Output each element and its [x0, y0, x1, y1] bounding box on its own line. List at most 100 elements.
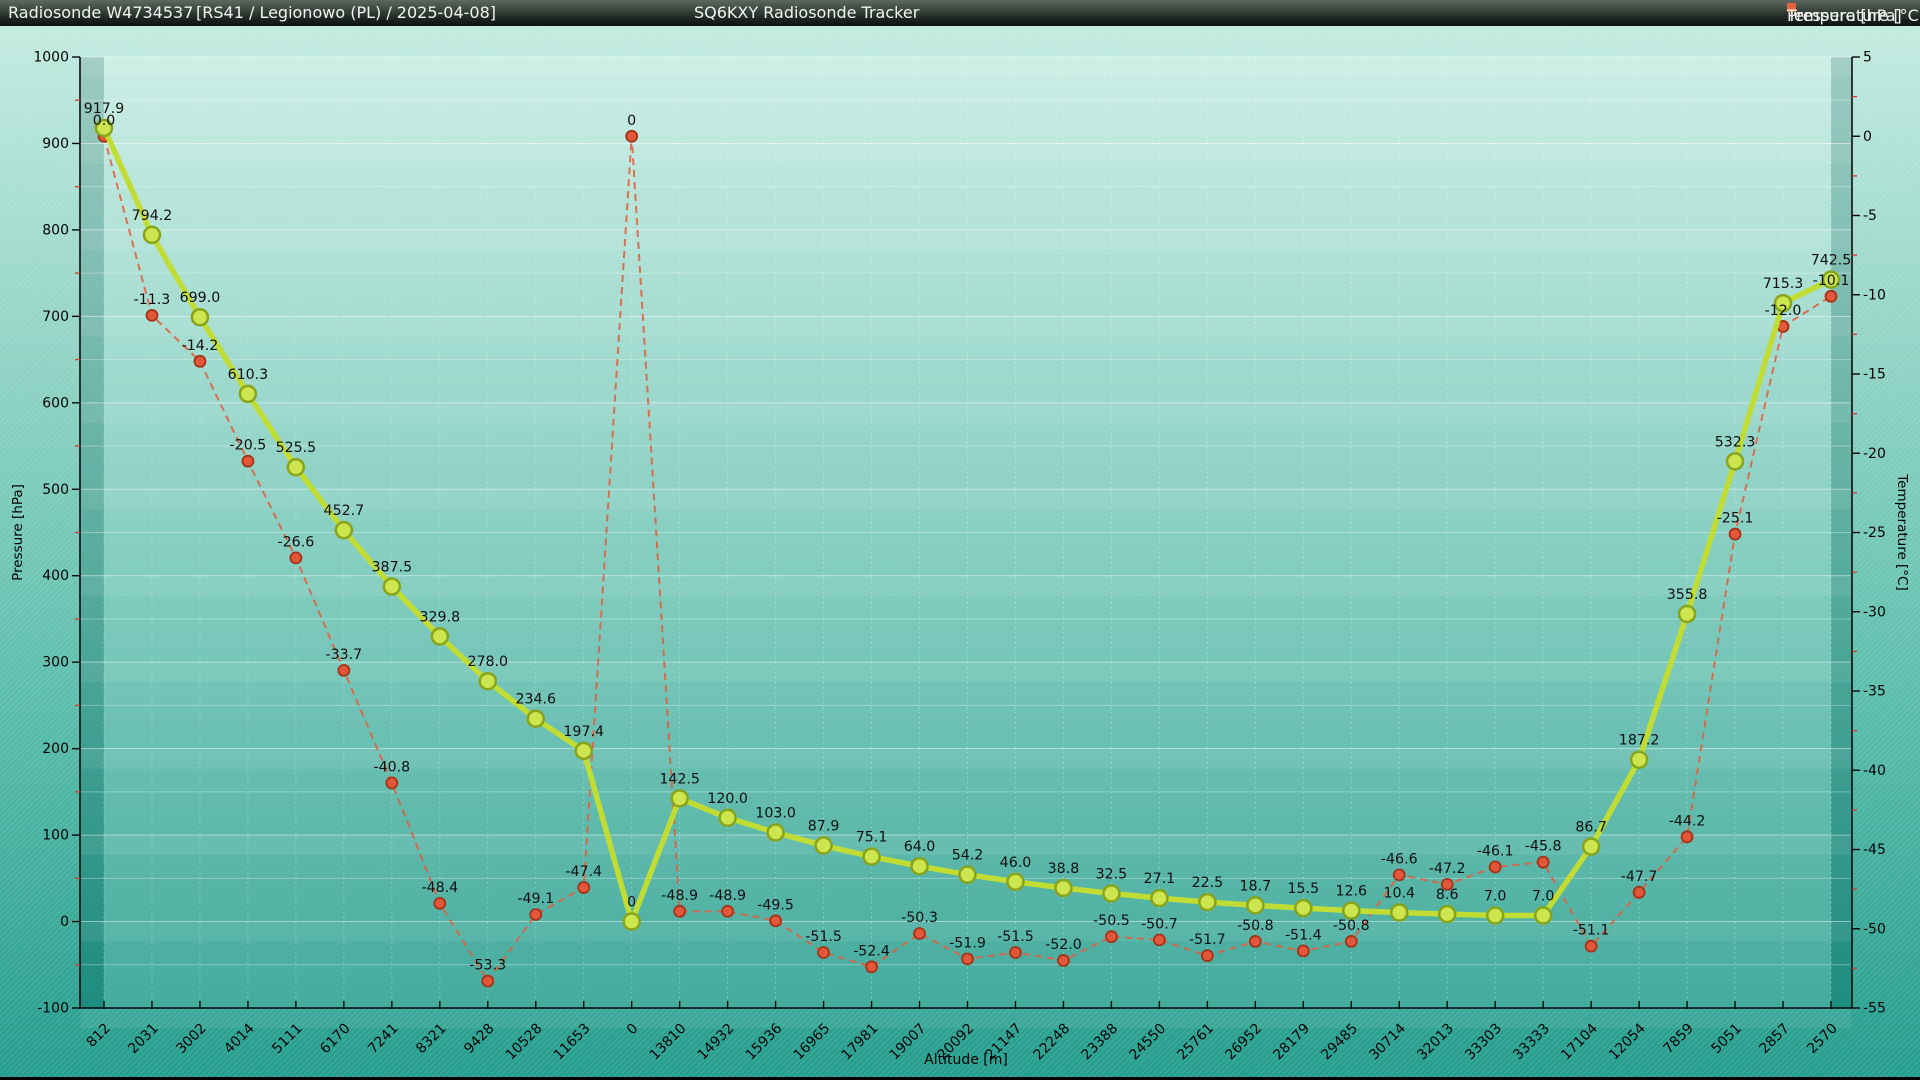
svg-text:-10: -10 [1863, 287, 1886, 303]
svg-text:86.7: 86.7 [1575, 820, 1607, 836]
svg-text:387.5: 387.5 [372, 560, 413, 576]
chart-area: 1000 900 800 700 600 500 400 300 200 100 0 -100 5 0 -5… [0, 26, 1920, 1080]
svg-text:64.0: 64.0 [904, 839, 936, 855]
svg-text:525.5: 525.5 [276, 440, 317, 456]
plot-background [80, 57, 1852, 1008]
svg-text:-14.2: -14.2 [182, 338, 219, 354]
svg-text:38.8: 38.8 [1048, 861, 1080, 877]
svg-text:-47.2: -47.2 [1429, 861, 1466, 877]
svg-text:715.3: 715.3 [1763, 276, 1804, 292]
svg-text:200: 200 [42, 741, 69, 757]
svg-text:234.6: 234.6 [515, 692, 556, 708]
svg-text:-11.3: -11.3 [134, 292, 171, 308]
svg-text:0: 0 [627, 895, 636, 911]
svg-text:300: 300 [42, 655, 69, 671]
svg-text:32.5: 32.5 [1096, 866, 1128, 882]
svg-text:-44.2: -44.2 [1669, 813, 1706, 829]
y-right-axis: 5 0 -5 -10 -15 -20 -25 -30 -35 -40 -45 -50 -55 [1852, 50, 1886, 1017]
axis-titles: Pressure [hPa] Temperature [°C] Altitude [… [10, 473, 1910, 1068]
flight-info: [RS41 / Legionowo (PL) / 2025-04-08] [196, 3, 497, 22]
svg-text:7.0: 7.0 [1484, 888, 1507, 904]
svg-text:10.4: 10.4 [1383, 886, 1415, 902]
svg-text:-10.1: -10.1 [1813, 273, 1850, 289]
svg-text:-48.9: -48.9 [661, 888, 698, 904]
svg-text:-50: -50 [1863, 921, 1886, 937]
svg-text:0: 0 [1863, 129, 1872, 145]
svg-text:100: 100 [42, 828, 69, 844]
svg-text:Temperature [°C]: Temperature [°C] [1894, 473, 1910, 591]
svg-text:-40: -40 [1863, 763, 1886, 779]
svg-text:-49.1: -49.1 [517, 891, 554, 907]
svg-text:103.0: 103.0 [755, 805, 796, 821]
svg-text:-53.3: -53.3 [469, 958, 506, 974]
svg-text:329.8: 329.8 [419, 609, 460, 625]
svg-text:-51.5: -51.5 [805, 929, 842, 945]
svg-text:-46.6: -46.6 [1381, 851, 1418, 867]
svg-text:18.7: 18.7 [1240, 878, 1272, 894]
svg-text:-51.1: -51.1 [1573, 923, 1610, 939]
temperature-legend-swatch-icon [1787, 3, 1796, 12]
svg-text:-100: -100 [37, 1001, 69, 1017]
svg-text:-52.0: -52.0 [1045, 937, 1082, 953]
svg-text:-25: -25 [1863, 525, 1886, 541]
svg-text:-51.4: -51.4 [1285, 927, 1322, 943]
svg-text:87.9: 87.9 [808, 819, 840, 835]
svg-text:-51.7: -51.7 [1189, 932, 1226, 948]
svg-text:917.9: 917.9 [84, 101, 125, 117]
svg-text:400: 400 [42, 568, 69, 584]
svg-text:-45: -45 [1863, 842, 1886, 858]
legend-label-pressure: Pressure [hPa] [1787, 6, 1902, 25]
legend-item-temperature: Temperature [°C] [1787, 3, 1920, 25]
chart-canvas: 10009008007006005004003002001000-10050-5… [10, 50, 1910, 1069]
svg-text:-50.8: -50.8 [1237, 918, 1274, 934]
svg-text:22.5: 22.5 [1192, 875, 1224, 891]
svg-text:75.1: 75.1 [856, 830, 888, 846]
svg-text:-47.4: -47.4 [565, 864, 602, 880]
svg-text:900: 900 [42, 136, 69, 152]
svg-text:794.2: 794.2 [132, 208, 173, 224]
svg-text:1000: 1000 [33, 50, 69, 66]
svg-text:Pressure [hPa]: Pressure [hPa] [10, 484, 26, 581]
svg-text:-20.5: -20.5 [230, 438, 267, 454]
svg-text:742.5: 742.5 [1811, 253, 1852, 269]
svg-text:8.6: 8.6 [1436, 887, 1459, 903]
svg-text:-50.3: -50.3 [901, 910, 938, 926]
data-labels: 0.0 -11.3 -14.2 -20.5 -26.6 -33.7 -40.8 -48.4 -5… [84, 101, 1852, 974]
svg-text:500: 500 [42, 482, 69, 498]
pressure-series [94, 118, 1841, 931]
svg-text:12.6: 12.6 [1335, 884, 1367, 900]
svg-text:-25.1: -25.1 [1717, 511, 1754, 527]
svg-text:-50.8: -50.8 [1333, 918, 1370, 934]
svg-text:-50.7: -50.7 [1141, 916, 1178, 932]
svg-text:800: 800 [42, 222, 69, 238]
svg-text:54.2: 54.2 [952, 848, 984, 864]
title-bar: Radiosonde W4734537 [RS41 / Legionowo (P… [0, 0, 1920, 26]
svg-text:-50.5: -50.5 [1093, 913, 1130, 929]
svg-text:7.0: 7.0 [1532, 888, 1555, 904]
svg-text:0: 0 [60, 914, 69, 930]
svg-text:27.1: 27.1 [1144, 871, 1176, 887]
svg-text:-55: -55 [1863, 1001, 1886, 1017]
svg-text:-49.5: -49.5 [757, 897, 794, 913]
svg-text:-40.8: -40.8 [373, 759, 410, 775]
svg-text:-35: -35 [1863, 684, 1886, 700]
svg-text:-33.7: -33.7 [326, 647, 363, 663]
svg-text:-48.4: -48.4 [421, 880, 458, 896]
svg-text:700: 700 [42, 309, 69, 325]
svg-text:Altitude [m]: Altitude [m] [924, 1052, 1008, 1068]
svg-text:0.0: 0.0 [93, 113, 116, 129]
svg-text:15.5: 15.5 [1288, 881, 1320, 897]
svg-text:-5: -5 [1863, 208, 1877, 224]
svg-text:600: 600 [42, 395, 69, 411]
svg-text:-51.9: -51.9 [949, 935, 986, 951]
svg-text:-48.9: -48.9 [709, 888, 746, 904]
svg-text:0: 0 [627, 113, 636, 129]
svg-text:-45.8: -45.8 [1525, 839, 1562, 855]
svg-text:187.2: 187.2 [1619, 733, 1660, 749]
svg-text:-12.0: -12.0 [1765, 303, 1802, 319]
svg-text:142.5: 142.5 [659, 771, 700, 787]
svg-text:120.0: 120.0 [707, 791, 748, 807]
svg-text:278.0: 278.0 [467, 654, 508, 670]
svg-text:-47.7: -47.7 [1621, 869, 1658, 885]
